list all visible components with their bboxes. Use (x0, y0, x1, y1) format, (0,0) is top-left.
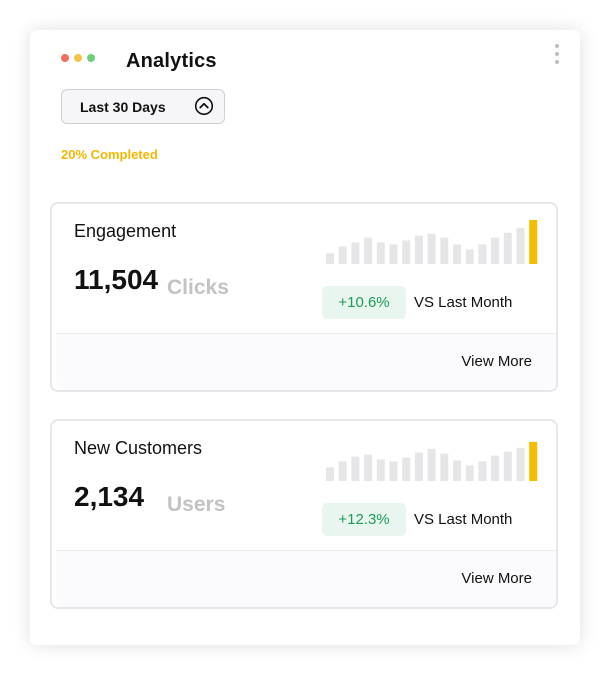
sparkline-bar (389, 244, 398, 264)
change-badge: +12.3% (322, 503, 406, 536)
sparkline-bar (376, 242, 385, 264)
metric-value: 11,504 (74, 264, 159, 295)
date-range-dropdown[interactable]: Last 30 Days (61, 89, 225, 124)
sparkline-bar (414, 235, 423, 264)
sparkline-bar (440, 237, 449, 264)
sparkline-bar (389, 461, 398, 481)
date-range-label: Last 30 Days (80, 99, 166, 115)
sparkline-bar (414, 452, 423, 481)
sparkline-bar (465, 465, 474, 481)
sparkline-bar (326, 467, 334, 481)
sparkline-bar (529, 220, 538, 264)
sparkline-bar (478, 461, 487, 481)
metric-footer: View More (56, 333, 556, 390)
comparison-label: VS Last Month (414, 294, 513, 311)
chevron-up-circle-icon (194, 96, 214, 116)
sparkline-bar (491, 455, 500, 481)
metric-value: 2,134 (74, 481, 145, 512)
sparkline-bar (351, 456, 360, 481)
view-more-link[interactable]: View More (461, 353, 532, 370)
view-more-link[interactable]: View More (461, 570, 532, 587)
new-customers-metric-card: New Customers 2,134 Users +12.3% VS Last… (50, 419, 558, 609)
sparkline-bar (529, 441, 538, 481)
new-customers-sparkline (326, 441, 538, 481)
sparkline-bar (516, 227, 525, 264)
card-title: Analytics (126, 50, 217, 72)
analytics-card: Analytics Last 30 Days 20% Completed Eng… (30, 30, 580, 645)
sparkline-bar (478, 244, 487, 264)
metric-unit: Clicks (167, 276, 229, 299)
progress-status: 20% Completed (61, 147, 158, 162)
comparison-label: VS Last Month (414, 511, 513, 528)
sparkline-bar (402, 457, 411, 481)
sparkline-bar (465, 249, 474, 264)
sparkline-bar (503, 451, 512, 481)
sparkline-bar (364, 454, 373, 481)
green-dot-icon (87, 54, 95, 62)
metric-title: New Customers (74, 438, 203, 458)
sparkline-bar (326, 253, 334, 264)
kebab-icon[interactable] (554, 44, 560, 64)
sparkline-bar (376, 459, 385, 481)
sparkline-bar (351, 242, 360, 264)
change-badge: +10.6% (322, 286, 406, 319)
sparkline-bar (491, 237, 500, 264)
engagement-sparkline (326, 220, 538, 264)
engagement-metric-card: Engagement 11,504 Clicks +10.6% VS Last … (50, 202, 558, 392)
sparkline-bar (427, 448, 436, 481)
sparkline-bar (338, 461, 347, 481)
sparkline-bar (453, 244, 461, 264)
metric-title: Engagement (74, 221, 177, 241)
window-dots (61, 54, 95, 62)
metric-footer: View More (56, 550, 556, 607)
sparkline-bar (503, 232, 512, 264)
yellow-dot-icon (74, 54, 82, 62)
sparkline-bar (338, 246, 347, 264)
sparkline-bar (427, 233, 436, 264)
sparkline-bar (440, 453, 449, 481)
sparkline-bar (516, 447, 525, 481)
metric-unit: Users (167, 493, 226, 516)
red-dot-icon (61, 54, 69, 62)
sparkline-bar (402, 240, 411, 264)
sparkline-bar (453, 460, 461, 481)
sparkline-bar (364, 237, 373, 264)
